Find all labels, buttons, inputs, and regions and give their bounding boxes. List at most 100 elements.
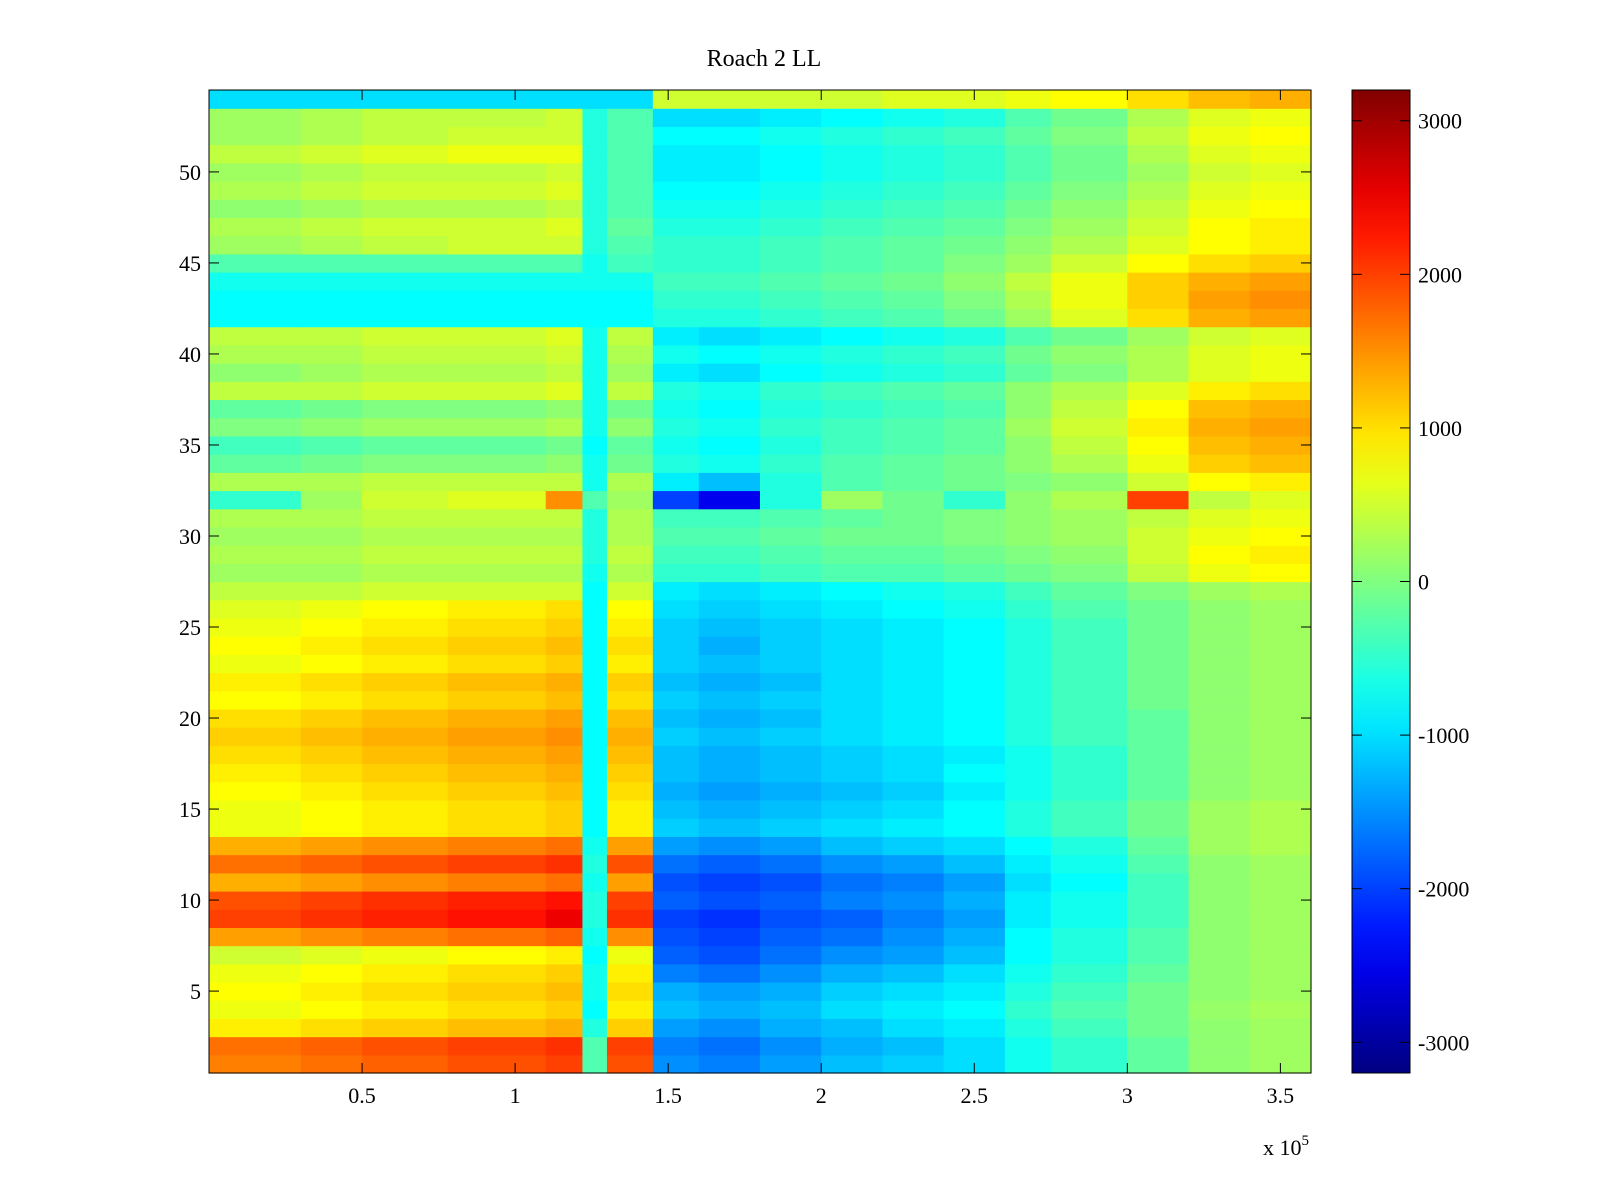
heatmap-cell [760,563,822,583]
heatmap-cell [1249,745,1312,765]
heatmap-cell [606,963,654,983]
heatmap-cell [209,526,302,546]
heatmap-cell [821,435,884,455]
heatmap-cell [209,435,302,455]
heatmap-cell [300,435,363,455]
heatmap-cell [300,599,363,619]
heatmap-cell [882,144,945,164]
heatmap-cell [1004,1018,1052,1038]
heatmap-cell [1249,617,1312,637]
heatmap-cell [300,1036,363,1056]
heatmap-cell [362,435,449,455]
heatmap-cell [209,727,302,746]
heatmap-cell [1050,454,1128,473]
heatmap-cell [1004,799,1052,819]
heatmap-cell [821,708,884,728]
heatmap-cell [582,90,608,109]
heatmap-cell [652,253,700,273]
heatmap-cell [821,617,884,637]
heatmap-cell [652,945,700,965]
heatmap-cell [1249,945,1312,965]
heatmap-cell [882,872,945,892]
plot-frame [208,89,1312,1074]
y-tick-label: 20 [179,706,201,731]
heatmap-cell [300,563,363,583]
heatmap-cell [698,927,761,947]
heatmap-cell [821,854,884,874]
heatmap-cell [1249,217,1312,237]
heatmap-cell [652,1054,700,1074]
heatmap-cell [1188,1018,1251,1038]
heatmap-cell [1127,581,1190,601]
heatmap-cell [362,1000,449,1019]
heatmap-cell [652,981,700,1001]
heatmap-cell [545,599,584,619]
heatmap-cell [209,1054,302,1074]
heatmap-cell [1050,799,1128,819]
heatmap-cell [545,454,584,473]
heatmap-cell [698,872,761,892]
heatmap-cell [209,927,302,947]
heatmap-cell [1249,344,1312,364]
heatmap-cell [821,963,884,983]
heatmap-cell [362,381,449,401]
heatmap-cell [882,454,945,473]
heatmap-cell [1050,818,1128,837]
heatmap-cell [209,1036,302,1056]
heatmap-cell [606,781,654,801]
heatmap-cell [545,417,584,437]
heatmap-cell [606,308,654,328]
heatmap-cell [1050,344,1128,364]
heatmap-cell [1249,199,1312,219]
heatmap-cell [447,563,547,583]
heatmap-cell [882,727,945,746]
heatmap-cell [760,581,822,601]
heatmap-cell [209,363,302,382]
heatmap-cell [882,508,945,528]
heatmap-cell [545,272,584,291]
heatmap-cell [447,363,547,382]
heatmap-cell [1127,290,1190,310]
heatmap-cell [1188,253,1251,273]
heatmap-cell [882,272,945,291]
heatmap-cell [545,654,584,674]
heatmap-cell [582,890,608,910]
heatmap-cell [821,144,884,164]
heatmap-cell [652,490,700,510]
y-tick-label: 5 [190,979,201,1004]
heatmap-cell [582,708,608,728]
heatmap-cell [882,599,945,619]
heatmap-cell [300,818,363,837]
heatmap-cell [760,672,822,692]
heatmap-cell [447,799,547,819]
heatmap-cell [300,745,363,765]
heatmap-cell [1050,272,1128,291]
heatmap-cell [1188,417,1251,437]
heatmap-cell [1050,399,1128,419]
heatmap-cell [882,745,945,765]
heatmap-cell [882,581,945,601]
x-tick-label: 3 [1122,1083,1133,1108]
heatmap-cell [1050,308,1128,328]
heatmap-cell [943,818,1006,837]
heatmap-cell [606,563,654,583]
heatmap-cell [882,854,945,874]
heatmap-cell [362,963,449,983]
heatmap-cell [1188,981,1251,1001]
x-multiplier-base: x 10 [1263,1135,1302,1160]
heatmap-cell [1004,162,1052,182]
heatmap-cell [1249,435,1312,455]
heatmap-cell [882,162,945,182]
heatmap-cell [606,854,654,874]
heatmap-cell [362,144,449,164]
heatmap-cell [1004,526,1052,546]
heatmap-cell [1004,763,1052,783]
heatmap-cell [652,308,700,328]
heatmap-cell [652,636,700,655]
heatmap-cell [1127,1000,1190,1019]
heatmap-cell [362,181,449,200]
heatmap-cell [582,981,608,1001]
heatmap-cell [882,490,945,510]
heatmap-cell [652,1000,700,1019]
